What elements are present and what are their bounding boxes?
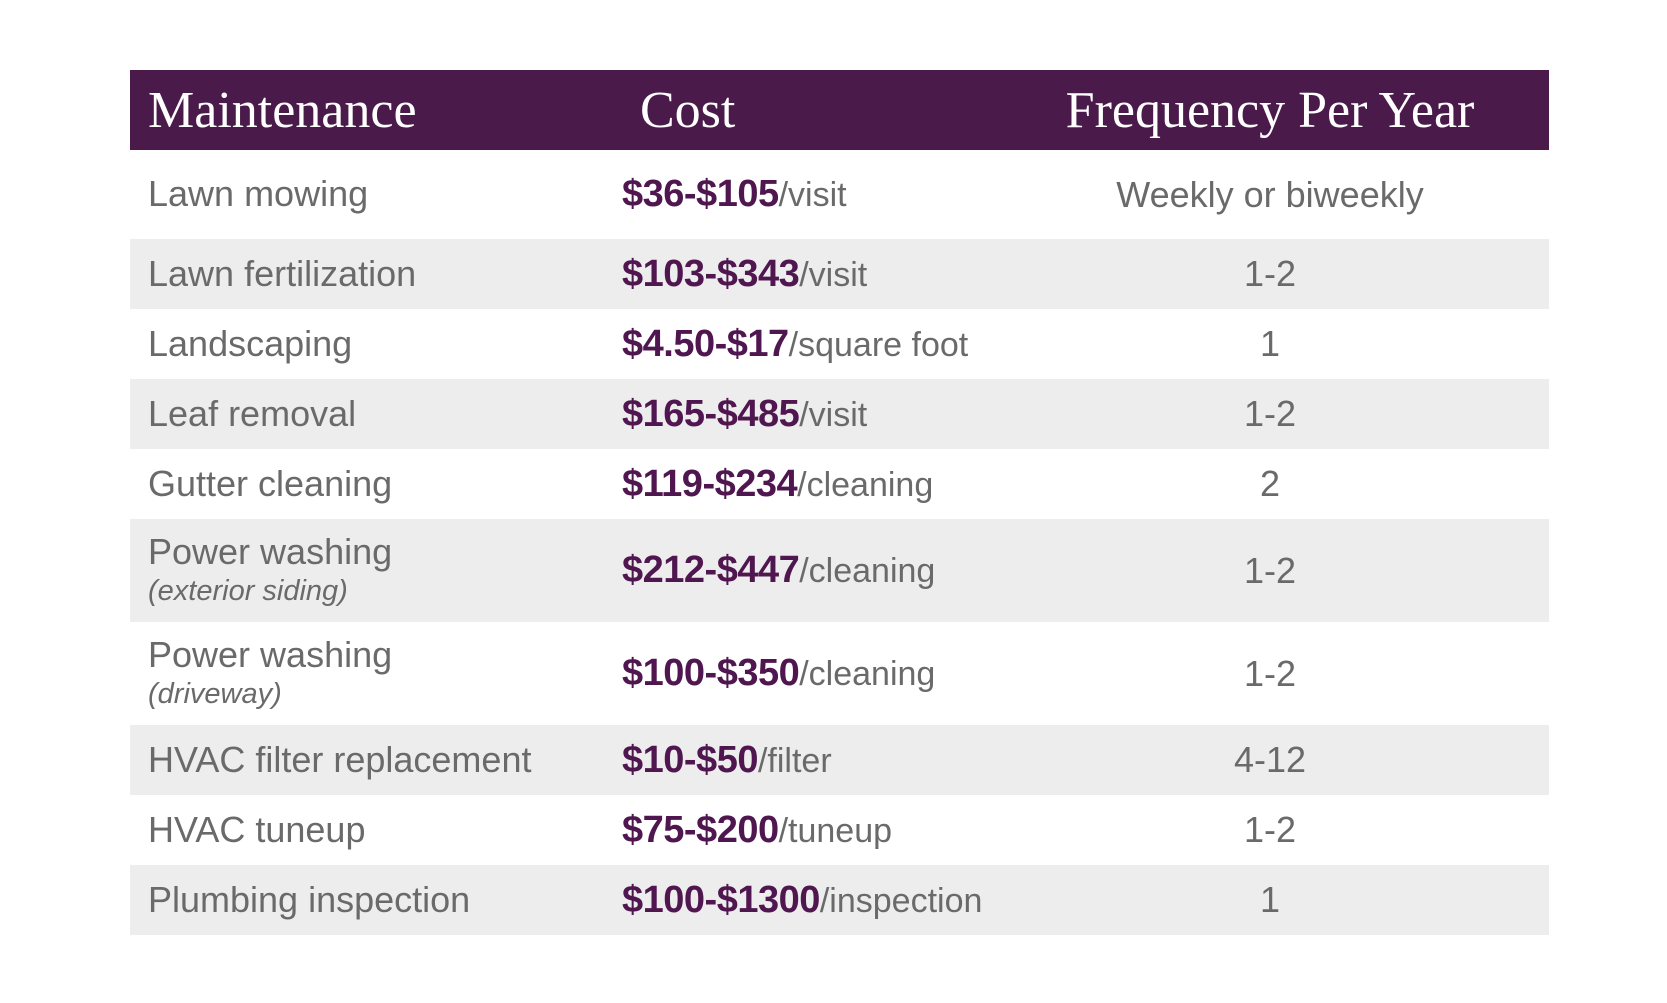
row-cost-cell: $119-$234/cleaning [622,463,991,506]
frequency-value: 1 [1259,879,1281,920]
cost-value: $4.50-$17 [622,322,789,365]
row-cost-cell: $100-$1300/inspection [622,879,991,922]
row-name-cell: Lawn fertilization [130,252,622,294]
table-row: Power washing (driveway) $100-$350/clean… [130,622,1549,725]
row-name-cell: Lawn mowing [130,173,622,215]
cost-unit: /visit [778,176,847,214]
table-row: Lawn fertilization $103-$343/visit 1-2 [130,239,1549,309]
maintenance-label: Gutter cleaning [148,462,393,504]
header-frequency: Frequency Per Year [1065,81,1475,139]
row-name-cell: Power washing (exterior siding) [130,531,622,608]
row-cost-cell: $75-$200/tuneup [622,809,991,852]
cost-unit: /visit [799,255,868,294]
row-cost-cell: $4.50-$17/square foot [622,323,991,366]
row-cost-cell: $36-$105/visit [622,173,991,216]
maintenance-label: Power washing [148,634,393,676]
cost-value: $75-$200 [622,808,779,851]
maintenance-label: Power washing [148,531,393,573]
table-body: Lawn mowing $36-$105/visit Weekly or biw… [130,150,1549,935]
row-name-cell: Power washing (driveway) [130,634,622,711]
frequency-value: 1-2 [1243,809,1297,850]
maintenance-label: Lawn fertilization [148,252,417,294]
maintenance-label: Landscaping [148,322,353,364]
table-row: Lawn mowing $36-$105/visit Weekly or biw… [130,150,1549,239]
cost-unit: /cleaning [799,552,936,590]
frequency-value: 2 [1259,463,1281,504]
cost-value: $212-$447 [622,549,800,591]
table-row: Leaf removal $165-$485/visit 1-2 [130,379,1549,449]
frequency-value: Weekly or biweekly [1116,173,1424,215]
cost-unit: /square foot [788,325,969,364]
table-row: Gutter cleaning $119-$234/cleaning 2 [130,449,1549,519]
row-name-cell: Gutter cleaning [130,462,622,504]
table-row: HVAC tuneup $75-$200/tuneup 1-2 [130,795,1549,865]
row-name-cell: Plumbing inspection [130,878,622,920]
cost-unit: /cleaning [797,465,934,504]
frequency-value: 1-2 [1243,253,1297,294]
row-name-cell: HVAC filter replacement [130,738,622,780]
cost-value: $36-$105 [622,173,779,215]
row-name-cell: Leaf removal [130,392,622,434]
frequency-value: 4-12 [1233,739,1307,780]
cost-value: $165-$485 [622,392,800,435]
frequency-value: 1-2 [1243,393,1297,434]
row-cost-cell: $103-$343/visit [622,253,991,296]
row-cost-cell: $10-$50/filter [622,739,991,782]
maintenance-label: Leaf removal [148,392,357,434]
frequency-value: 1-2 [1243,549,1297,591]
cost-unit: /visit [799,395,868,434]
maintenance-label: Plumbing inspection [148,878,471,920]
maintenance-label: HVAC filter replacement [148,738,532,780]
table-row: Landscaping $4.50-$17/square foot 1 [130,309,1549,379]
cost-value: $10-$50 [622,738,758,781]
cost-value: $119-$234 [622,462,798,505]
cost-unit: /tuneup [778,811,893,850]
row-cost-cell: $212-$447/cleaning [622,549,991,592]
maintenance-label: Lawn mowing [148,173,369,215]
cost-unit: /inspection [819,881,983,920]
row-cost-cell: $165-$485/visit [622,393,991,436]
maintenance-sublabel: (driveway) [148,678,282,711]
cost-unit: /cleaning [799,655,936,693]
frequency-value: 1-2 [1243,652,1297,694]
maintenance-sublabel: (exterior siding) [148,575,348,608]
header-cost: Cost [640,81,736,139]
cost-value: $100-$350 [622,652,800,694]
maintenance-cost-table: Maintenance Cost Frequency Per Year Lawn… [130,70,1549,935]
table-row: Power washing (exterior siding) $212-$44… [130,519,1549,622]
maintenance-label: HVAC tuneup [148,808,366,850]
header-maintenance: Maintenance [148,81,417,139]
frequency-value: 1 [1259,323,1281,364]
row-cost-cell: $100-$350/cleaning [622,652,991,695]
table-header-row: Maintenance Cost Frequency Per Year [130,70,1549,150]
cost-value: $100-$1300 [622,878,820,921]
cost-unit: /filter [757,741,832,780]
cost-value: $103-$343 [622,252,800,295]
row-name-cell: Landscaping [130,322,622,364]
table-row: HVAC filter replacement $10-$50/filter 4… [130,725,1549,795]
table-row: Plumbing inspection $100-$1300/inspectio… [130,865,1549,935]
row-name-cell: HVAC tuneup [130,808,622,850]
